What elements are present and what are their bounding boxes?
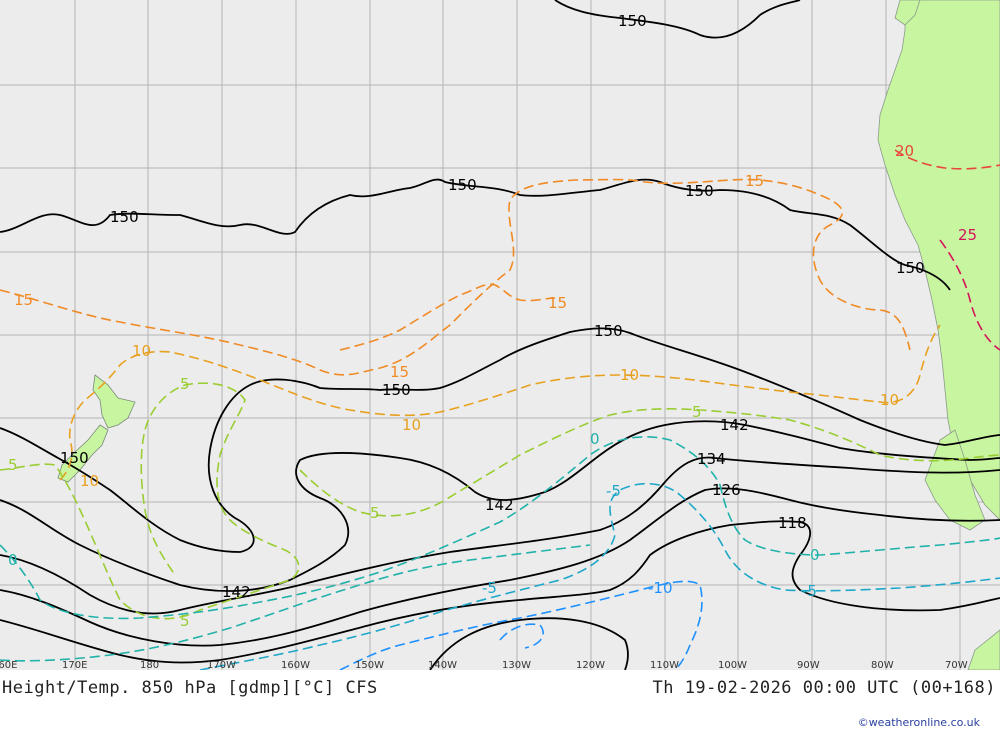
- height-label: 142: [485, 496, 514, 514]
- height-labels: 150 150 150 150 150 150 150 150 142 142 …: [60, 12, 925, 601]
- temp-label-0: 0: [810, 546, 820, 564]
- weather-map: 150 150 150 150 150 150 150 150 142 142 …: [0, 0, 1000, 670]
- footer: [0, 670, 1000, 733]
- height-label: 126: [712, 481, 741, 499]
- temp-label-m5: -5: [802, 582, 817, 600]
- lon-label: 170E: [62, 660, 88, 671]
- isotherm-5: [0, 382, 300, 620]
- new-zealand-north-island: [92, 374, 136, 429]
- isotherm-10: [59, 324, 941, 481]
- temp-label-10: 10: [132, 342, 151, 360]
- isotherm-5-b: [299, 408, 1000, 517]
- isotherm-20: [894, 149, 1000, 170]
- height-label: 150: [896, 259, 925, 277]
- temp-label-10: 10: [880, 391, 899, 409]
- isotherm-25: [939, 239, 1000, 351]
- height-label: 150: [618, 12, 647, 30]
- lon-label: 150W: [355, 660, 384, 671]
- temp-label-10: 10: [620, 366, 639, 384]
- contour-126: [0, 487, 1000, 647]
- height-label: 150: [594, 322, 623, 340]
- isotherm-m10: [339, 580, 703, 670]
- contour-142: [0, 420, 1000, 592]
- temp-label-m5: -5: [606, 482, 621, 500]
- lon-label: 120W: [576, 660, 605, 671]
- temp-label-5: 5: [8, 456, 18, 474]
- temp-label-m5: -5: [482, 579, 497, 597]
- isotherm-0: [0, 436, 1000, 620]
- temp-label-20: 20: [895, 142, 914, 160]
- map-title: Height/Temp. 850 hPa [gdmp][°C] CFS: [2, 678, 378, 698]
- contour-150-south: [0, 327, 1000, 553]
- height-label: 150: [685, 182, 714, 200]
- height-label: 150: [110, 208, 139, 226]
- lon-label: 70W: [945, 660, 968, 671]
- isotherm-15-b: [339, 283, 556, 351]
- contour-118: [0, 520, 1000, 664]
- temp-label-10: 10: [80, 472, 99, 490]
- central-america-land: [894, 0, 921, 26]
- temp-label-5: 5: [180, 375, 190, 393]
- map-valid-time: Th 19-02-2026 00:00 UTC (00+168): [652, 678, 996, 698]
- contour-150-mid: [0, 178, 951, 291]
- height-contours: [0, 0, 1000, 670]
- isotherm-m5: [199, 482, 1000, 670]
- height-label: 150: [448, 176, 477, 194]
- contour-134: [0, 456, 1000, 615]
- lon-label: 110W: [650, 660, 679, 671]
- temp-label-0: 0: [8, 551, 18, 569]
- contour-118-b: [429, 617, 629, 670]
- south-america-south: [924, 429, 986, 531]
- height-label: 134: [697, 450, 726, 468]
- height-label: 150: [60, 449, 89, 467]
- isotherm-15: [0, 178, 911, 376]
- temp-label-5: 5: [692, 403, 702, 421]
- credit-link[interactable]: ©weatheronline.co.uk: [857, 716, 980, 729]
- lon-label: 140W: [428, 660, 457, 671]
- temp-label-0: 0: [590, 430, 600, 448]
- temperature-contours: [0, 149, 1000, 670]
- lon-label: 80W: [871, 660, 894, 671]
- temp-label-15: 15: [745, 172, 764, 190]
- temp-label-15: 15: [14, 291, 33, 309]
- height-label: 118: [778, 514, 807, 532]
- lon-label: 130W: [502, 660, 531, 671]
- new-zealand-south-island: [57, 424, 109, 483]
- lon-label: 180: [140, 660, 160, 671]
- temp-label-15: 15: [548, 294, 567, 312]
- lon-label: 160W: [281, 660, 310, 671]
- antarctic-peninsula: [967, 629, 1000, 670]
- height-label: 142: [720, 416, 749, 434]
- longitude-axis: 160E 170E 180 170W 160W 150W 140W 130W 1…: [0, 660, 1000, 672]
- lon-label: 170W: [207, 660, 236, 671]
- lon-label: 90W: [797, 660, 820, 671]
- height-label: 150: [382, 381, 411, 399]
- temp-label-5: 5: [370, 504, 380, 522]
- temp-label-m10: -10: [648, 579, 673, 597]
- temperature-labels: 15 15 15 15 10 10 10 10 10 5 5 5 5 5 0 0…: [8, 142, 977, 630]
- temp-label-5: 5: [180, 612, 190, 630]
- temp-label-25: 25: [958, 226, 977, 244]
- temp-label-15: 15: [390, 363, 409, 381]
- contour-150-north: [554, 0, 801, 39]
- isotherm-m10-b: [499, 623, 544, 649]
- lon-label: 100W: [718, 660, 747, 671]
- temp-label-10: 10: [402, 416, 421, 434]
- graticule: [0, 0, 1000, 670]
- lon-label: 160E: [0, 660, 18, 671]
- height-label: 142: [222, 583, 251, 601]
